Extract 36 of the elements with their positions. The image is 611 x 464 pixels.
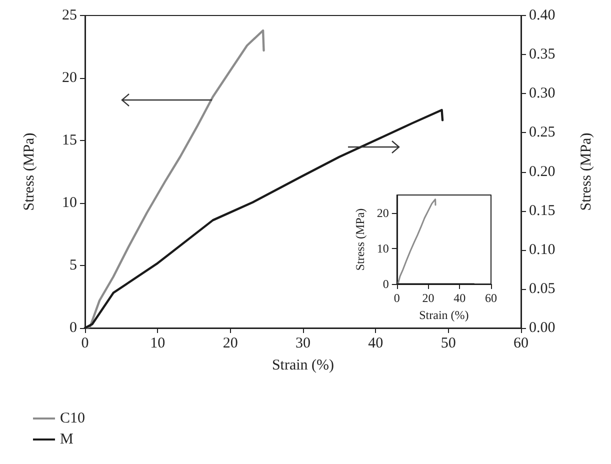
y-tick-label: 25 <box>62 8 77 24</box>
legend-label: C10 <box>60 410 86 426</box>
y2-tick-label: 0.25 <box>529 124 556 141</box>
x-tick-label: 60 <box>485 291 497 305</box>
y-tick-label: 10 <box>376 241 389 256</box>
y2-axis-title: Stress (MPa) <box>578 132 594 211</box>
y-axis-title: Stress (MPa) <box>22 132 38 211</box>
x-tick-label: 50 <box>440 336 456 352</box>
x-axis-title: Strain (%) <box>272 358 334 374</box>
y-axis-title: Stress (MPa) <box>353 208 367 271</box>
x-tick-label: 10 <box>150 336 166 352</box>
y-tick-label: 20 <box>62 70 77 86</box>
x-tick-label: 60 <box>514 336 528 352</box>
y-tick-label: 15 <box>62 132 77 148</box>
legend-label: M <box>60 432 74 448</box>
x-axis-title: Strain (%) <box>419 308 469 322</box>
y2-tick-label: 0.15 <box>529 202 556 219</box>
y2-tick-label: 0.05 <box>529 280 556 297</box>
x-tick-label: 0 <box>394 291 400 305</box>
x-tick-label: 20 <box>222 336 238 352</box>
y2-tick-label: 0.10 <box>529 242 556 258</box>
y-tick-label: 0 <box>382 277 389 291</box>
y2-tick-label: 0.35 <box>529 46 556 63</box>
x-tick-label: 40 <box>454 291 466 305</box>
y-tick-label: 10 <box>62 195 77 211</box>
x-tick-label: 40 <box>368 336 384 352</box>
x-tick-label: 30 <box>296 336 310 352</box>
y-tick-label: 20 <box>376 206 389 220</box>
y2-tick-label: 0.20 <box>529 164 556 180</box>
y-tick-label: 0 <box>70 320 77 336</box>
y-tick-label: 5 <box>70 258 77 274</box>
y2-tick-label: 0.40 <box>529 8 556 24</box>
x-tick-label: 0 <box>81 336 89 352</box>
y2-tick-label: 0.00 <box>529 320 556 336</box>
y2-tick-label: 0.30 <box>529 86 556 102</box>
x-tick-label: 20 <box>422 291 434 305</box>
